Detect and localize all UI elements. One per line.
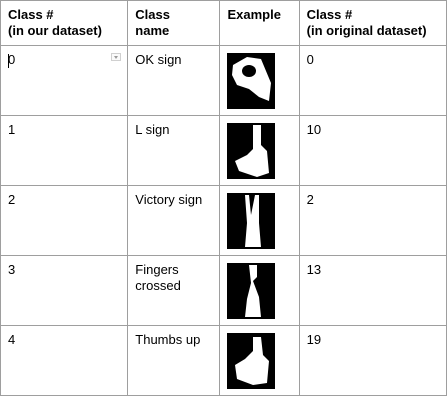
cell-class-ours[interactable]: 0 [0,45,129,116]
cell-text: 3 [8,262,16,277]
cell-text: 2 [8,192,16,207]
cell-text: 0 [8,52,16,67]
cell-class-ours[interactable]: 1 [0,115,129,186]
ok-sign-image [227,53,276,109]
header-class-orig[interactable]: Class # (in original dataset) [298,0,448,46]
fingers-crossed-image [227,263,276,319]
header-class-name[interactable]: Class name [127,0,221,46]
cell-text: L sign [135,122,170,137]
cell-text: 0 [306,52,314,67]
cell-text: 4 [8,332,16,347]
cell-text: 10 [306,122,322,137]
cell-text: 2 [306,192,314,207]
table-row: 4 Thumbs up 19 [0,325,448,396]
dropdown-arrow-icon[interactable] [111,53,122,61]
cell-text: Fingers crossed [135,262,181,293]
victory-sign-image [227,193,276,249]
table-row: 3 Fingers crossed 13 [0,255,448,326]
l-sign-image [227,123,276,179]
cell-example[interactable] [219,255,300,326]
cell-text: Victory sign [135,192,203,207]
cell-class-name[interactable]: OK sign [127,45,221,116]
table-row: 2 Victory sign 2 [0,185,448,256]
cell-text: 19 [306,332,322,347]
cell-class-name[interactable]: Fingers crossed [127,255,221,326]
table-row: 1 L sign 10 [0,115,448,186]
table-row: 0 OK sign 0 [0,45,448,116]
text-cursor [8,54,9,68]
cell-class-name[interactable]: Victory sign [127,185,221,256]
cell-example[interactable] [219,325,300,396]
cell-text: OK sign [135,52,182,67]
cell-example[interactable] [219,45,300,116]
cell-text: 1 [8,122,16,137]
cell-example[interactable] [219,185,300,256]
cell-class-orig[interactable]: 19 [298,325,448,396]
header-example[interactable]: Example [219,0,300,46]
cell-class-name[interactable]: L sign [127,115,221,186]
header-row: Class # (in our dataset) Class name Exam… [0,0,448,46]
cell-class-orig[interactable]: 10 [298,115,448,186]
cell-class-orig[interactable]: 0 [298,45,448,116]
cell-example[interactable] [219,115,300,186]
cell-class-ours[interactable]: 2 [0,185,129,256]
cell-class-ours[interactable]: 3 [0,255,129,326]
cell-class-orig[interactable]: 13 [298,255,448,326]
thumbs-up-image [227,333,276,389]
cell-text: Thumbs up [135,332,201,347]
cell-class-ours[interactable]: 4 [0,325,129,396]
cell-class-orig[interactable]: 2 [298,185,448,256]
header-class-ours[interactable]: Class # (in our dataset) [0,0,129,46]
cell-text: 13 [306,262,322,277]
cell-class-name[interactable]: Thumbs up [127,325,221,396]
